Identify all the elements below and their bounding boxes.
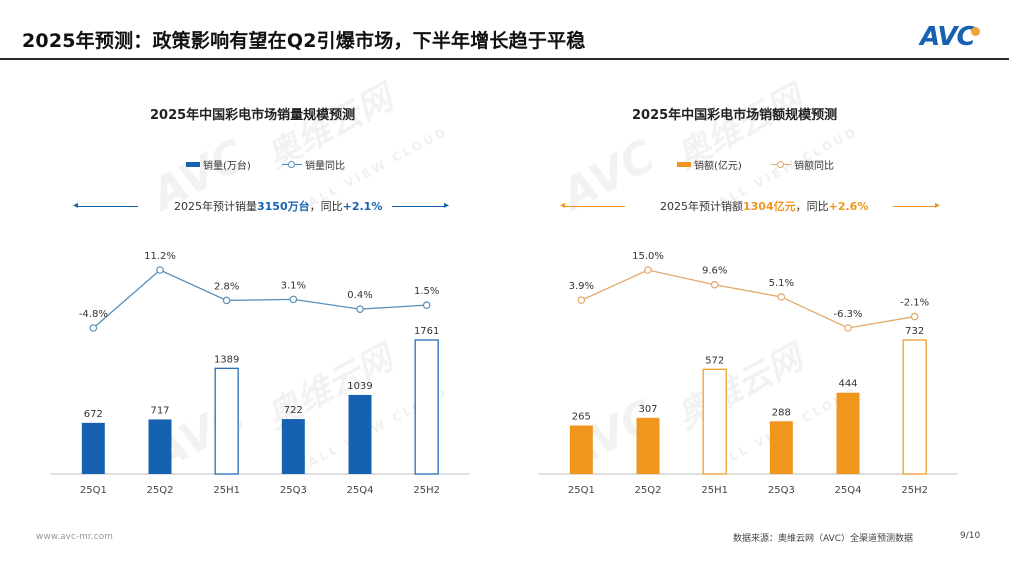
value-arrow-right-line xyxy=(893,206,937,207)
volume-bar xyxy=(348,394,372,474)
volume-arrow-right-line xyxy=(392,206,446,207)
value-category-label: 25Q1 xyxy=(568,485,595,496)
volume-yoy-point xyxy=(89,324,98,332)
value-category-label: 25Q4 xyxy=(835,485,862,496)
volume-yoy-point xyxy=(222,296,231,305)
value-arrow-left-icon: ◂ xyxy=(560,200,566,211)
value-chart-title: 2025年中国彩电市场销额规模预测 xyxy=(632,108,838,123)
value-bar xyxy=(636,417,660,474)
value-bar-label: 732 xyxy=(905,326,924,337)
volume-legend-bar-swatch xyxy=(186,162,200,167)
value-yoy-label: 15.0% xyxy=(632,251,664,262)
footer-source: 数据来源：奥维云网（AVC）全渠道预测数据 xyxy=(733,534,914,544)
value-yoy-point xyxy=(710,280,719,289)
value-arrow-left-line xyxy=(565,206,625,207)
volume-category-label: 25Q2 xyxy=(147,485,174,496)
title-divider xyxy=(0,58,1009,60)
volume-bar xyxy=(414,339,439,475)
value-legend-line-dot xyxy=(777,161,784,168)
volume-yoy-label: 2.8% xyxy=(214,281,239,292)
value-bar xyxy=(702,368,727,475)
value-yoy-label: 5.1% xyxy=(769,278,794,289)
volume-legend-line-dot xyxy=(288,161,295,168)
value-chart: 265 25Q1 307 25Q2 572 25H1 288 25Q3 444 25Q4 732 25… xyxy=(538,251,958,496)
volume-bar xyxy=(214,367,239,475)
value-legend-bar-label: 销额(亿元) xyxy=(694,161,742,172)
value-bar-label: 265 xyxy=(572,411,591,422)
value-category-label: 25H2 xyxy=(901,485,928,496)
value-category-label: 25H1 xyxy=(701,485,728,496)
volume-yoy-point xyxy=(289,295,298,304)
value-yoy-point xyxy=(844,324,852,332)
value-yoy-line xyxy=(581,269,915,329)
volume-category-label: 25H1 xyxy=(213,485,240,496)
volume-category-label: 25H2 xyxy=(413,485,440,496)
volume-forecast-text: 2025年预计销量3150万台，同比+2.1% xyxy=(174,200,383,213)
watermark-right-top: AVC xyxy=(553,130,664,221)
value-forecast-text: 2025年预计销额1304亿元，同比+2.6% xyxy=(660,200,869,213)
value-category-label: 25Q3 xyxy=(768,485,795,496)
volume-bar xyxy=(81,422,105,474)
avc-logo: AVC xyxy=(920,22,976,52)
value-category-label: 25Q2 xyxy=(635,485,662,496)
value-bar-label: 572 xyxy=(705,355,724,366)
volume-bar xyxy=(281,419,305,474)
value-yoy-point xyxy=(910,312,919,321)
page-title: 2025年预测：政策影响有望在Q2引爆市场，下半年增长趋于平稳 xyxy=(22,30,586,52)
value-yoy-label: 3.9% xyxy=(569,281,594,292)
value-yoy-point xyxy=(644,266,652,274)
value-legend-line-label: 销额同比 xyxy=(794,161,834,172)
volume-chart-title: 2025年中国彩电市场销量规模预测 xyxy=(150,108,356,123)
value-yoy-label: -2.1% xyxy=(900,298,929,309)
value-legend-bar-swatch xyxy=(677,162,691,167)
volume-bar-label: 722 xyxy=(284,405,303,416)
value-bar-label: 288 xyxy=(772,407,791,418)
volume-bar-label: 717 xyxy=(150,405,169,416)
footer-website: www.avc-mr.com xyxy=(36,532,113,542)
volume-category-label: 25Q3 xyxy=(280,485,307,496)
value-yoy-label: -6.3% xyxy=(833,309,862,320)
volume-chart: 672 25Q1 717 25Q2 1389 25H1 722 25Q3 1039 25Q4 176… xyxy=(50,251,470,496)
volume-bar xyxy=(148,419,172,474)
volume-yoy-label: 1.5% xyxy=(414,286,439,297)
page-number: 9/10 xyxy=(960,531,981,541)
value-yoy-point xyxy=(777,293,786,301)
logo-dot-icon xyxy=(971,27,980,36)
volume-category-label: 25Q4 xyxy=(347,485,374,496)
volume-yoy-label: 3.1% xyxy=(281,280,306,291)
volume-bar-label: 1761 xyxy=(414,326,439,337)
volume-category-label: 25Q1 xyxy=(80,485,107,496)
value-yoy-point xyxy=(577,296,586,305)
value-bar xyxy=(836,392,860,474)
value-bar xyxy=(902,339,927,475)
volume-yoy-line xyxy=(92,269,427,329)
value-bar xyxy=(769,421,793,474)
value-bar-label: 444 xyxy=(838,379,857,390)
volume-arrow-left-line xyxy=(78,206,138,207)
volume-yoy-label: 11.2% xyxy=(144,251,176,262)
value-bar-label: 307 xyxy=(638,404,657,415)
volume-bar-label: 672 xyxy=(84,409,103,420)
value-arrow-right-icon: ▸ xyxy=(935,200,941,211)
value-bar xyxy=(569,425,593,474)
volume-yoy-point xyxy=(356,305,364,313)
volume-arrow-right-icon: ▸ xyxy=(444,200,450,211)
volume-bar-label: 1039 xyxy=(347,381,372,392)
volume-yoy-point xyxy=(422,301,431,309)
value-yoy-label: 9.6% xyxy=(702,266,727,277)
volume-bar-label: 1389 xyxy=(214,354,239,365)
volume-yoy-label: 0.4% xyxy=(347,290,372,301)
volume-yoy-label: -4.8% xyxy=(79,309,108,320)
volume-arrow-left-icon: ◂ xyxy=(73,200,79,211)
volume-yoy-point xyxy=(156,266,164,274)
volume-legend-bar-label: 销量(万台) xyxy=(203,161,251,172)
volume-legend-line-label: 销量同比 xyxy=(305,161,345,172)
